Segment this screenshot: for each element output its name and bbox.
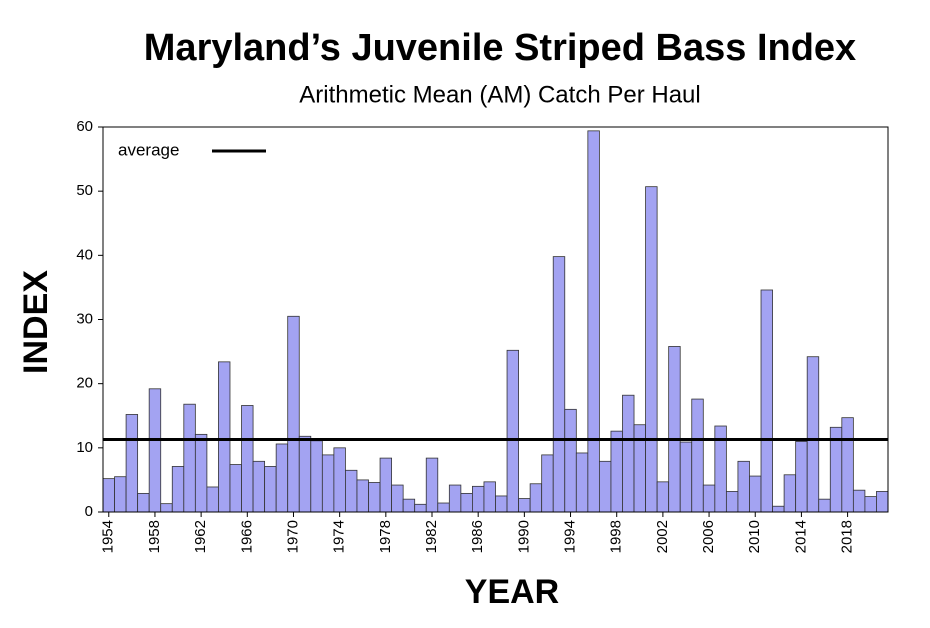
chart-subtitle: Arithmetic Mean (AM) Catch Per Haul (299, 81, 700, 108)
bar (194, 433, 208, 513)
bar (391, 484, 404, 513)
bar (587, 130, 600, 513)
bar (622, 394, 635, 513)
bar (402, 498, 416, 513)
y-tick-label: 30 (76, 310, 93, 327)
bar (275, 443, 289, 513)
x-axis-label: YEAR (465, 573, 559, 611)
bar (160, 503, 173, 513)
bar (564, 408, 577, 513)
bar (818, 498, 831, 513)
bar (206, 486, 219, 513)
bar (437, 502, 450, 513)
bar (483, 481, 496, 513)
x-tick-label: 1966 (238, 520, 255, 553)
y-axis-label: INDEX (17, 270, 55, 374)
x-tick-label: 1990 (515, 520, 532, 553)
bar (772, 505, 785, 513)
bar (876, 491, 889, 513)
bar (610, 430, 623, 513)
bar (252, 460, 266, 513)
x-tick-label: 2010 (746, 520, 763, 553)
bar (102, 478, 115, 513)
bar (552, 256, 566, 513)
bar (148, 388, 162, 513)
chart-title: Maryland’s Juvenile Striped Bass Index (144, 27, 856, 69)
bar (495, 495, 508, 513)
bar (529, 483, 543, 513)
bar (575, 452, 589, 513)
y-tick-label: 20 (76, 375, 93, 392)
bar (229, 464, 242, 513)
bar (656, 481, 670, 513)
x-tick-label: 1962 (192, 520, 209, 553)
bar (841, 417, 854, 513)
x-tick-label: 1970 (284, 520, 301, 553)
bar (356, 479, 369, 513)
y-tick-label: 60 (76, 118, 93, 135)
x-tick-label: 2014 (792, 520, 809, 553)
bar (806, 356, 820, 513)
x-tick-label: 2002 (654, 520, 671, 553)
bar (633, 424, 646, 513)
x-tick-label: 1958 (146, 520, 163, 553)
bar (379, 457, 393, 513)
bar (298, 435, 312, 513)
bar (795, 441, 808, 513)
bar (125, 414, 139, 513)
bar (425, 457, 439, 513)
bar (725, 491, 739, 513)
y-tick-label: 0 (85, 503, 93, 520)
bar (749, 475, 762, 513)
bar (472, 485, 485, 513)
x-tick-label: 2018 (839, 520, 856, 553)
bar (333, 447, 346, 513)
bar (645, 186, 658, 513)
bar (506, 349, 519, 513)
bar (460, 492, 473, 513)
x-tick-label: 1982 (423, 520, 440, 553)
bar (518, 498, 531, 513)
bar (218, 361, 231, 513)
bar (702, 484, 716, 513)
x-tick-label: 1986 (469, 520, 486, 553)
bar (183, 403, 196, 513)
bar (783, 474, 797, 513)
bar (737, 460, 750, 513)
bar (137, 492, 150, 513)
x-tick-label: 2006 (700, 520, 717, 553)
bar (171, 466, 185, 513)
bar (287, 315, 300, 513)
bar (760, 289, 773, 513)
bar (448, 484, 462, 513)
bar (310, 440, 323, 513)
x-tick-label: 1998 (608, 520, 625, 553)
bar (345, 469, 358, 513)
x-tick-label: 1994 (562, 520, 579, 553)
bar (368, 482, 381, 513)
x-tick-label: 1974 (331, 520, 348, 553)
bar (541, 454, 554, 513)
bar (598, 460, 612, 513)
bar (691, 398, 704, 513)
y-tick-label: 50 (76, 182, 93, 199)
bar (321, 454, 335, 513)
y-tick-label: 10 (76, 439, 93, 456)
bar (668, 346, 681, 513)
bar (264, 466, 277, 513)
bar (414, 503, 427, 513)
legend-label: average (118, 140, 179, 159)
y-tick-label: 40 (76, 246, 93, 263)
bar (114, 476, 127, 513)
x-tick-label: 1978 (377, 520, 394, 553)
bar (864, 496, 877, 513)
plot-frame (102, 126, 889, 513)
bar (241, 405, 254, 513)
bar (679, 441, 693, 513)
x-tick-label: 1954 (100, 520, 117, 553)
bar (852, 489, 866, 513)
